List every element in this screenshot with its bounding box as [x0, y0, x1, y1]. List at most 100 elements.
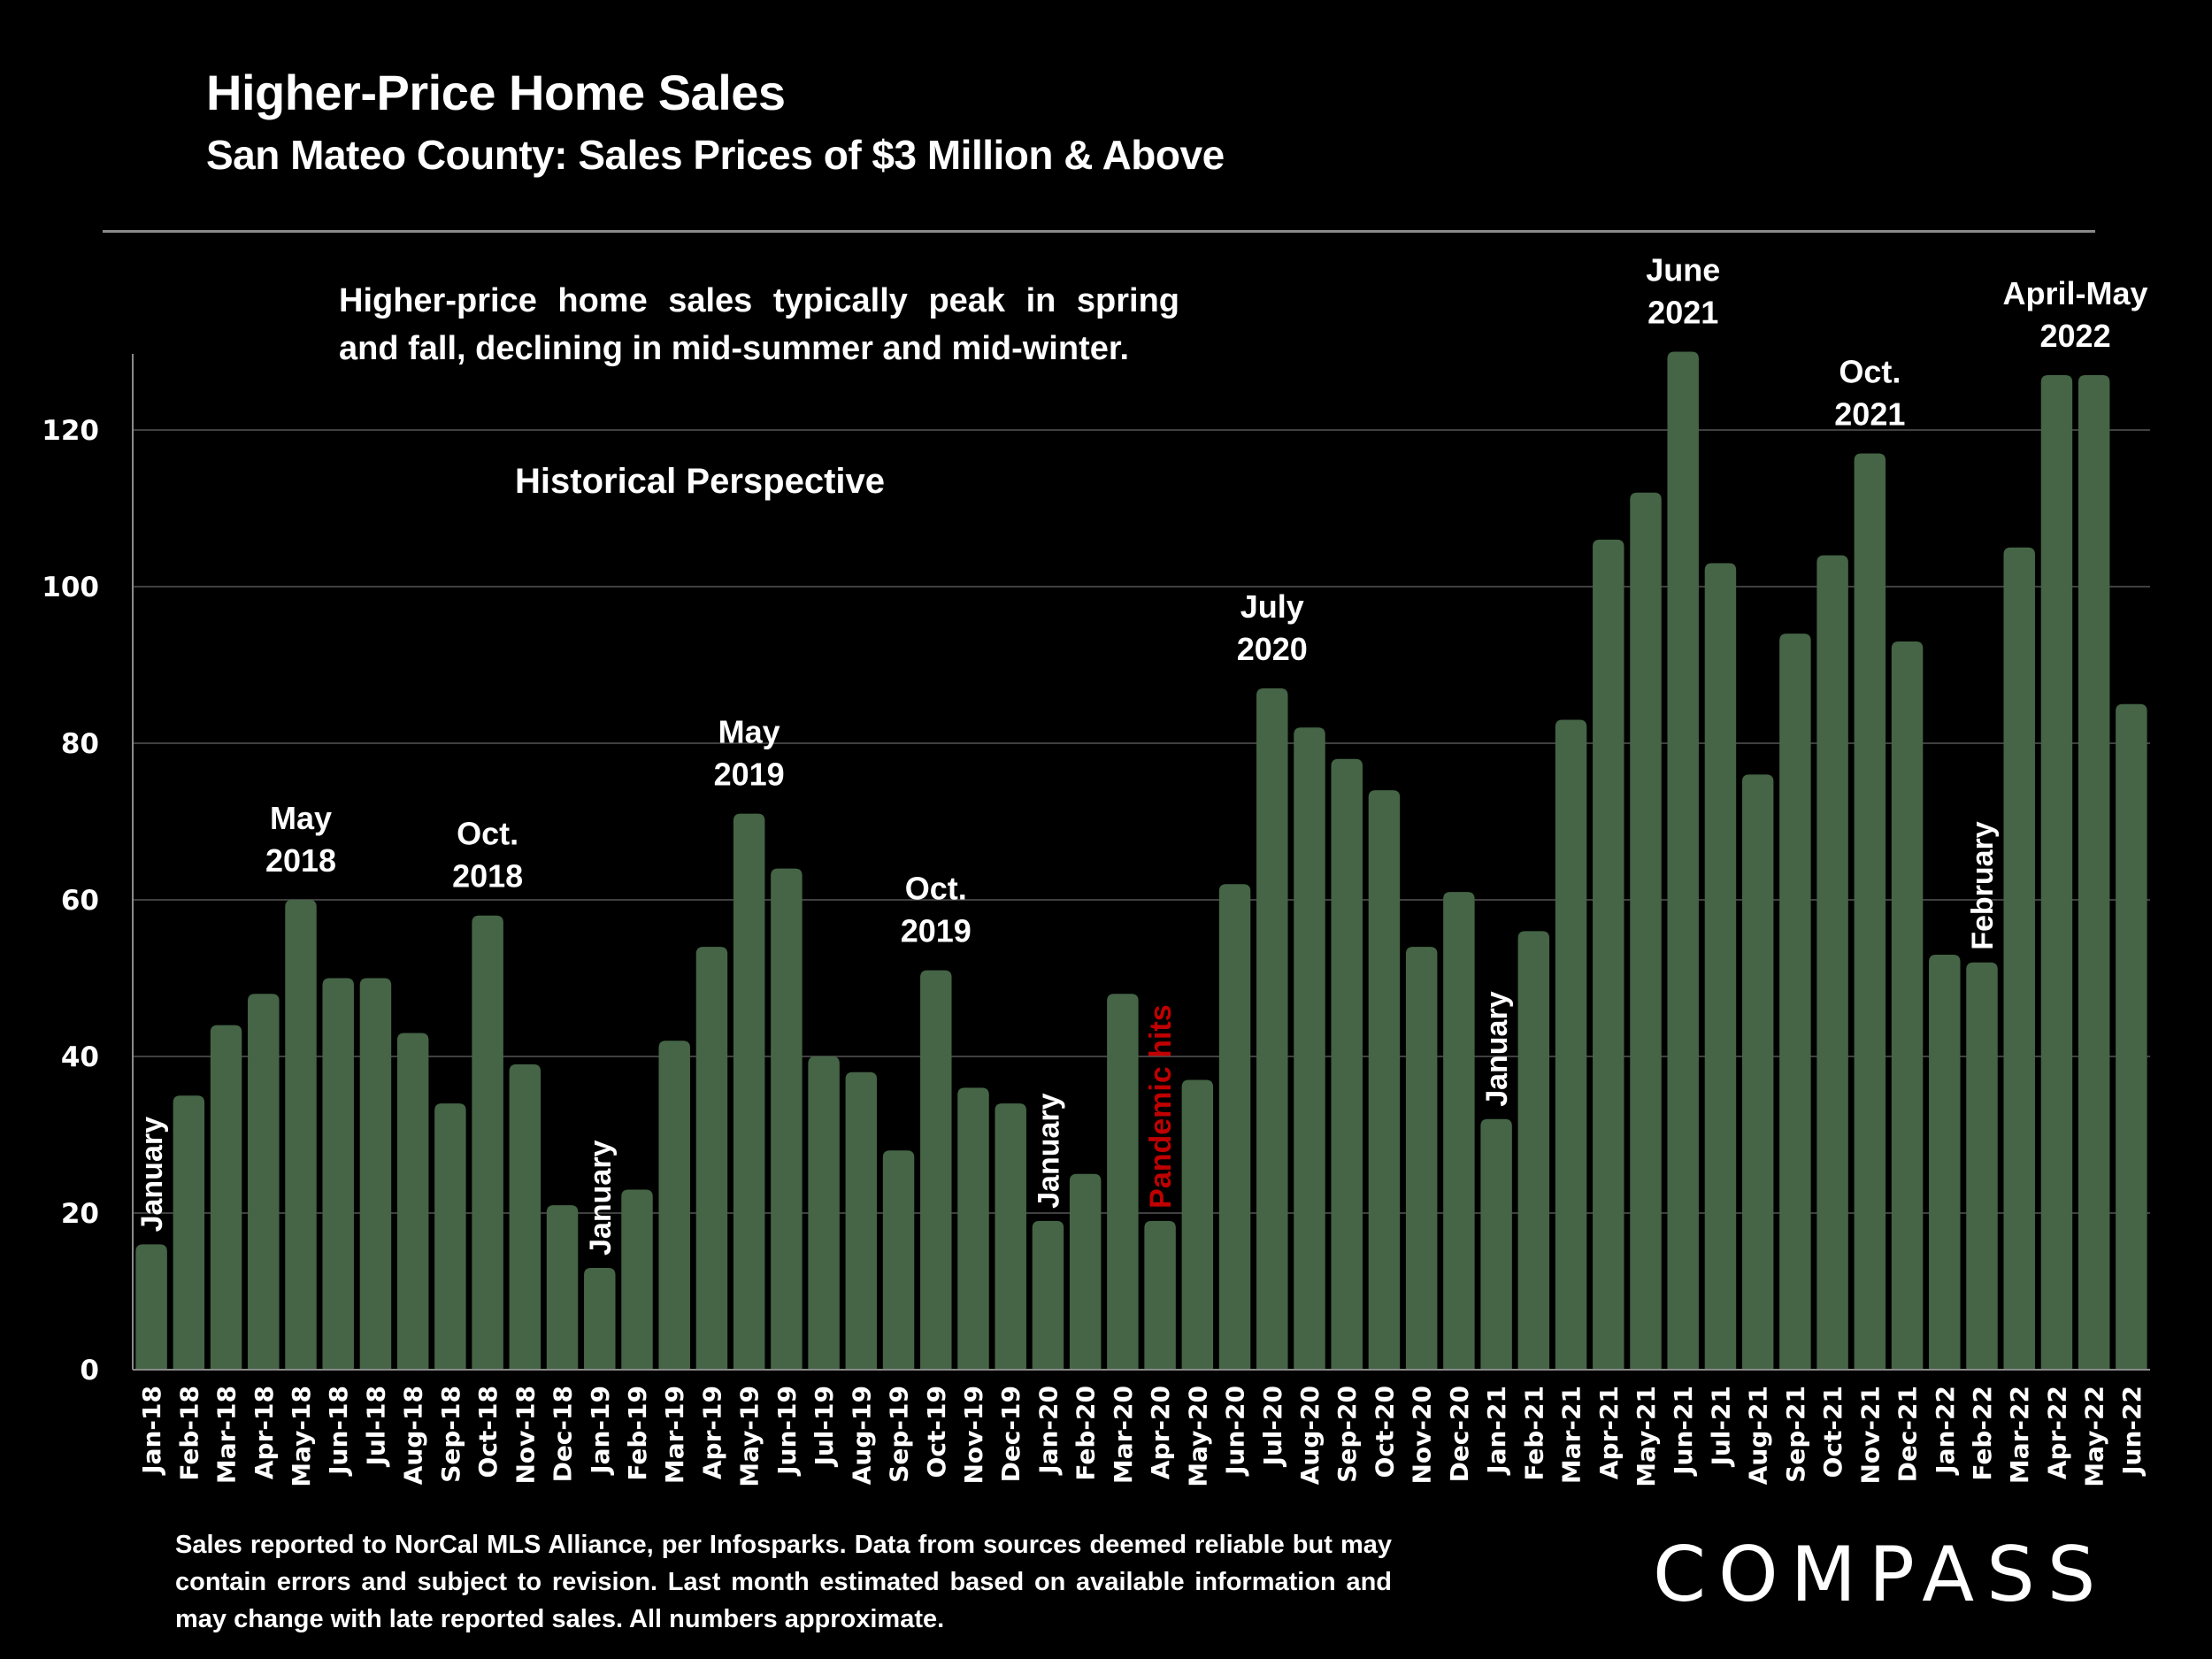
x-tick-label: May-18	[287, 1386, 316, 1487]
x-tick-label: Sep-20	[1333, 1386, 1362, 1483]
bar-Jun-22	[2116, 703, 2147, 1370]
y-tick-label: 120	[42, 415, 99, 447]
bar-Dec-18	[546, 1205, 579, 1370]
x-tick-label: Jun-21	[1669, 1386, 1698, 1477]
x-tick-label: Apr-21	[1594, 1386, 1624, 1479]
bar-Nov-20	[1405, 947, 1438, 1370]
x-tick-label: Nov-19	[959, 1386, 988, 1485]
bar-Jun-19	[771, 868, 803, 1370]
x-tick-label: Aug-20	[1295, 1386, 1325, 1485]
annotation-label: Pandemic hits	[1144, 1004, 1178, 1209]
x-tick-label: Oct-21	[1818, 1386, 1847, 1478]
y-tick-label: 80	[61, 728, 99, 760]
x-tick-label: Jan-21	[1482, 1386, 1511, 1476]
gridlines	[133, 429, 2150, 1214]
chart-subtitle: San Mateo County: Sales Prices of $3 Mil…	[206, 132, 1225, 178]
bar-Feb-20	[1069, 1173, 1102, 1370]
x-tick-label: Jan-20	[1033, 1386, 1063, 1476]
bar-Jul-20	[1256, 688, 1288, 1370]
annotation-label: June	[1646, 252, 1720, 288]
x-tick-labels: Jan-18 Feb-18 Mar-18 Apr-18 May-18 Jun-18 Jul-…	[137, 1386, 2147, 1487]
x-tick-label: Apr-18	[250, 1386, 279, 1479]
compass-logo: COMPASS	[1653, 1531, 2108, 1619]
bar-May-19	[733, 813, 765, 1370]
x-tick-label: Sep-19	[885, 1386, 914, 1483]
y-tick-label: 60	[61, 885, 99, 917]
bar-Apr-22	[2040, 375, 2073, 1370]
x-tick-label: Feb-18	[174, 1386, 204, 1481]
x-tick-label: Feb-22	[1968, 1386, 1997, 1481]
bar-Jan-20	[1032, 1220, 1064, 1370]
bar-Apr-20	[1144, 1220, 1176, 1370]
bar-Sep-19	[882, 1150, 915, 1370]
x-tick-label: Feb-20	[1071, 1386, 1101, 1481]
bar-Oct-20	[1368, 790, 1401, 1370]
x-tick-label: Apr-22	[2042, 1386, 2071, 1479]
bar-May-21	[1630, 492, 1662, 1370]
annotation-label: 2021	[1834, 396, 1905, 433]
annotation-label: May	[270, 800, 332, 836]
bar-Feb-18	[173, 1095, 205, 1370]
annotation-label: 2018	[452, 858, 523, 895]
x-tick-label: May-21	[1632, 1386, 1661, 1487]
x-tick-label: Apr-20	[1146, 1386, 1175, 1479]
annotation-label: 2019	[901, 913, 972, 949]
bar-Oct-21	[1816, 555, 1848, 1370]
x-tick-label: Jul-19	[810, 1386, 839, 1468]
bar-Apr-19	[695, 947, 728, 1370]
x-tick-label: Sep-21	[1781, 1386, 1810, 1483]
annotation-label: January	[1480, 991, 1514, 1106]
x-tick-label: Feb-19	[623, 1386, 652, 1481]
annotation-label: Oct.	[905, 871, 967, 907]
x-tick-label: Oct-20	[1370, 1386, 1399, 1478]
annotation-label: 2018	[265, 842, 336, 879]
x-tick-label: Jan-18	[137, 1386, 166, 1476]
annotation-label: January	[1032, 1093, 1065, 1208]
bar-Nov-18	[509, 1064, 541, 1370]
x-tick-label: Dec-18	[549, 1386, 578, 1482]
x-tick-label: Jul-21	[1706, 1386, 1735, 1468]
annotation-label: January	[584, 1140, 618, 1255]
annotation-label: April-May	[2003, 275, 2148, 311]
bar-Dec-19	[995, 1103, 1026, 1370]
x-tick-label: May-20	[1183, 1386, 1212, 1487]
bar-Jun-21	[1667, 351, 1699, 1370]
bar-Mar-19	[658, 1041, 690, 1370]
bar-Jan-22	[1929, 954, 1961, 1370]
disclaimer-text: Sales reported to NorCal MLS Alliance, p…	[175, 1531, 1392, 1633]
seasonal-note: Higher-price home sales typically peak i…	[339, 282, 1179, 367]
annotation-label: July	[1240, 588, 1304, 625]
x-tick-label: Apr-19	[697, 1386, 726, 1479]
x-tick-label: Jul-20	[1258, 1386, 1287, 1468]
bar-Jun-18	[322, 978, 354, 1370]
y-tick-label: 0	[80, 1355, 99, 1386]
x-tick-label: Mar-21	[1557, 1386, 1586, 1484]
bar-Jul-18	[359, 978, 392, 1370]
title-divider	[103, 230, 2095, 233]
x-tick-label: Jun-18	[324, 1386, 353, 1477]
bar-Dec-21	[1891, 641, 1924, 1370]
bar-Aug-19	[845, 1071, 878, 1370]
bar-Sep-20	[1331, 758, 1363, 1370]
bar-Mar-22	[2003, 547, 2035, 1370]
bar-Oct-19	[920, 970, 952, 1370]
x-tick-label: Aug-19	[847, 1386, 876, 1485]
y-tick-label: 100	[42, 572, 99, 603]
x-tick-label: Mar-18	[212, 1386, 242, 1484]
bar-Mar-18	[210, 1025, 242, 1370]
y-tick-labels: 0 20 40 60 80 100 120	[42, 415, 99, 1386]
x-tick-label: Jan-19	[586, 1386, 615, 1476]
x-tick-label: Dec-21	[1893, 1386, 1923, 1482]
annotations: January May 2018 Oct. 2018 January May 2019 Oct.…	[135, 252, 2147, 1256]
x-tick-label: Jul-18	[361, 1386, 390, 1468]
x-tick-label: Oct-19	[922, 1386, 951, 1478]
bar-chart: 0 20 40 60 80 100 120 Jan-18 Feb-18 Mar-18 Apr-18…	[42, 252, 2150, 1487]
chart-title: Higher-Price Home Sales	[206, 65, 786, 120]
x-tick-label: Jan-22	[1931, 1386, 1960, 1476]
bar-Mar-20	[1107, 994, 1139, 1370]
bar-Aug-20	[1294, 727, 1325, 1370]
y-tick-label: 20	[61, 1198, 99, 1230]
bar-Feb-21	[1517, 931, 1550, 1370]
x-tick-label: Nov-18	[511, 1386, 540, 1485]
y-tick-label: 40	[61, 1041, 99, 1073]
